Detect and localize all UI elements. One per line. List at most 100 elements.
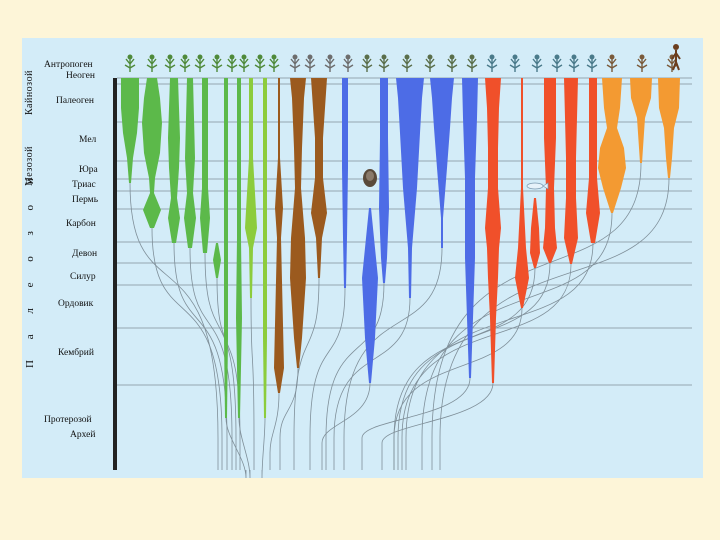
lineages — [121, 78, 680, 418]
period-silurian: Силур — [70, 272, 96, 282]
branch-0 — [129, 182, 219, 470]
branch-25 — [421, 212, 613, 470]
organism-icon-27 — [636, 54, 648, 72]
lineage-plants-light-9 — [263, 78, 267, 418]
lineage-plants-1 — [142, 78, 162, 228]
branch-17 — [343, 247, 443, 470]
lineage-reptiles-birds-mammals-27 — [658, 78, 680, 178]
organism-icon-20 — [486, 54, 498, 72]
branch-10 — [269, 392, 280, 470]
branch-6 — [225, 417, 247, 478]
period-anthropogene: Антропоген — [44, 60, 93, 70]
lineage-vertebrates-23 — [564, 78, 578, 264]
period-jurassic: Юра — [79, 165, 98, 175]
branch-2 — [173, 242, 228, 470]
organism-icon-12 — [324, 54, 336, 72]
organism-icon-16 — [401, 54, 413, 72]
organism-icon-3 — [179, 54, 191, 72]
lineage-reptiles-birds-mammals-26 — [630, 78, 652, 163]
period-ordovician: Ордовик — [58, 299, 94, 309]
organism-icon-22 — [531, 54, 543, 72]
branch-27 — [439, 177, 670, 470]
lineage-invertebrates-13 — [342, 78, 348, 288]
branch-1 — [151, 227, 223, 470]
branch-26 — [431, 162, 642, 470]
organism-icon-25 — [586, 54, 598, 72]
lineage-plants-4 — [200, 78, 210, 253]
lineage-fungi-12 — [311, 78, 327, 278]
lineage-invertebrates-15 — [379, 78, 389, 283]
branch-9 — [261, 417, 266, 478]
organism-icon-8 — [254, 54, 266, 72]
branch-13 — [309, 287, 346, 470]
organism-icon-13 — [342, 54, 354, 72]
branch-20 — [393, 307, 523, 470]
organism-icons — [124, 44, 681, 190]
era-paleozoic: П а л е о з о й — [24, 169, 36, 368]
branch-21 — [393, 267, 536, 470]
lineage-plants-0 — [121, 78, 139, 183]
branch-22 — [397, 262, 551, 470]
lineage-vertebrates-20 — [515, 78, 529, 308]
branch-18 — [361, 377, 471, 470]
time-axis-bar — [113, 78, 117, 470]
lineage-plants-6 — [224, 78, 228, 418]
human-icon — [671, 44, 681, 71]
lineage-invertebrates-16 — [396, 78, 424, 298]
organism-icon-23 — [551, 54, 563, 72]
organism-icon-4 — [194, 54, 206, 72]
lineage-vertebrates-22 — [543, 78, 557, 263]
lineage-vertebrates-19 — [485, 78, 501, 383]
lineage-plants-light-8 — [245, 78, 257, 298]
period-carboniferous: Карбон — [66, 219, 96, 229]
branch-7 — [238, 417, 251, 478]
organism-icon-10 — [289, 54, 301, 72]
organism-icon-26 — [606, 54, 618, 72]
organism-icon-1 — [146, 54, 158, 72]
branch-12 — [293, 277, 320, 470]
fish-icon — [526, 182, 549, 190]
period-permian: Пермь — [72, 195, 99, 205]
period-cretaceous: Мел — [79, 135, 97, 145]
organism-icon-5 — [211, 54, 223, 72]
period-devonian: Девон — [72, 249, 98, 259]
period-archean: Архей — [70, 430, 96, 440]
branch-14 — [321, 382, 371, 470]
lineage-invertebrates-18 — [462, 78, 478, 378]
organism-icon-19 — [466, 54, 478, 72]
evolution-tree — [113, 44, 692, 478]
organism-icon-11 — [304, 54, 316, 72]
lineage-plants-2 — [168, 78, 180, 243]
lineage-fungi-10 — [274, 78, 284, 393]
trilobite-icon — [363, 169, 377, 187]
lineage-plants-3 — [184, 78, 196, 248]
organism-icon-15 — [378, 54, 390, 72]
organism-icon-0 — [124, 54, 136, 72]
organism-icon-21 — [509, 54, 521, 72]
lineage-vertebrates-21 — [530, 198, 540, 268]
era-cenozoic: Кайнозой — [24, 70, 35, 115]
branch-3 — [189, 247, 233, 470]
period-proterozoic: Протерозой — [44, 415, 92, 425]
organism-icon-9 — [268, 54, 280, 72]
organism-icon-17 — [424, 54, 436, 72]
organism-icon-24 — [568, 54, 580, 72]
organism-icon-14 — [361, 54, 373, 72]
branch-15 — [325, 282, 385, 470]
branch-23 — [401, 263, 572, 470]
period-triassic: Триас — [72, 180, 96, 190]
organism-icon-18 — [446, 54, 458, 72]
lineage-reptiles-birds-mammals-25 — [598, 78, 626, 213]
lineage-plants-5 — [213, 243, 221, 278]
organism-icon-6 — [226, 54, 238, 72]
branch-11 — [279, 367, 299, 470]
branch-8 — [250, 297, 255, 470]
branch-4 — [204, 252, 237, 470]
organism-icon-7 — [238, 54, 250, 72]
lineage-vertebrates-24 — [586, 78, 600, 243]
lineage-invertebrates-14 — [362, 208, 378, 383]
period-neogene: Неоген — [66, 71, 95, 81]
lineage-plants-7 — [236, 78, 242, 418]
branch-lines — [129, 162, 670, 478]
lineage-fungi-11 — [290, 78, 306, 368]
